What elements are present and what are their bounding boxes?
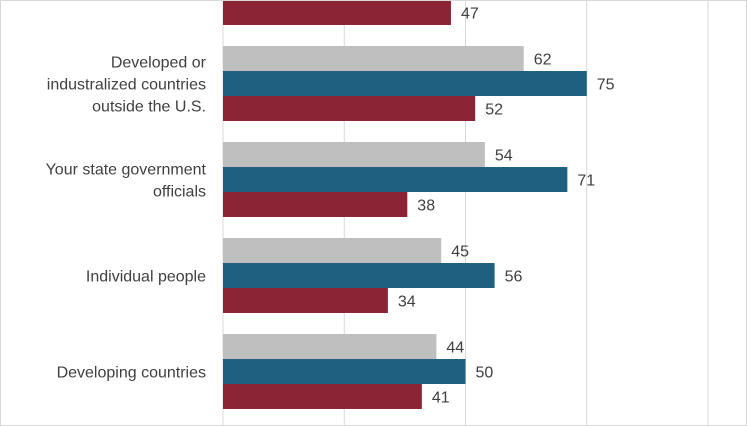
value-label: 45 — [451, 244, 469, 261]
value-label: 41 — [432, 390, 450, 407]
category-label: Your state government officials — [46, 162, 207, 201]
bars — [223, 0, 587, 409]
value-label: 47 — [461, 6, 479, 23]
category-label: Developing countries — [57, 365, 206, 382]
bar — [223, 167, 568, 192]
bar — [223, 384, 422, 409]
bar — [223, 0, 451, 25]
bar — [223, 71, 587, 96]
bar — [223, 288, 388, 313]
value-label: 34 — [398, 294, 416, 311]
value-label: 62 — [534, 52, 552, 69]
category-label: Developed or industralized countries outsi… — [47, 55, 207, 116]
category-label: Individual people — [86, 269, 206, 286]
bar — [223, 334, 437, 359]
bar — [223, 238, 442, 263]
value-label: 54 — [495, 148, 513, 165]
value-label: 71 — [577, 173, 595, 190]
value-label: 52 — [485, 102, 503, 119]
value-label: 75 — [597, 77, 615, 94]
value-label: 50 — [476, 365, 494, 382]
bar — [223, 263, 495, 288]
value-label: 56 — [505, 269, 523, 286]
value-label: 38 — [417, 198, 435, 215]
value-label: 44 — [446, 340, 464, 357]
bar — [223, 46, 524, 71]
bar — [223, 96, 476, 121]
bar — [223, 142, 485, 167]
bar — [223, 192, 408, 217]
bar — [223, 359, 466, 384]
